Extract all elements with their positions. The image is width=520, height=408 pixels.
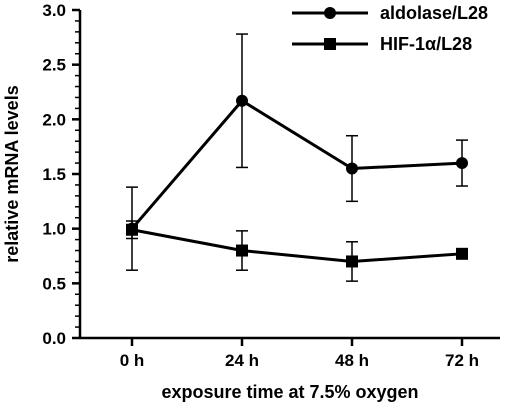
series-layer: [126, 33, 468, 282]
y-tick-label: 1.5: [42, 165, 66, 184]
x-tick-label: 48 h: [335, 351, 369, 370]
data-point-square: [236, 244, 248, 257]
x-tick-label: 0 h: [120, 351, 145, 370]
data-point-circle: [456, 157, 468, 170]
y-axis-label: relative mRNA levels: [2, 85, 22, 262]
y-tick-label: 0.0: [42, 329, 66, 348]
legend-item: aldolase/L28: [292, 3, 488, 23]
legend: aldolase/L28 HIF-1α/L28: [292, 3, 488, 54]
legend-marker-circle: [324, 7, 336, 19]
legend-item: HIF-1α/L28: [292, 34, 472, 54]
series-hif: [126, 220, 468, 282]
plot-area: [78, 10, 500, 340]
series-aldolase: [126, 33, 468, 271]
data-point-circle: [236, 94, 248, 107]
y-axis-ticks: 0.0 0.5 1.0 1.5 2.0 2.5 3.0: [42, 1, 80, 348]
data-point-circle: [346, 162, 358, 175]
data-point-square: [456, 247, 468, 260]
legend-marker-square: [324, 38, 336, 50]
data-point-square: [346, 255, 358, 268]
y-tick-label: 3.0: [42, 1, 66, 20]
data-point-square: [126, 223, 138, 236]
x-axis-ticks: 0 h 24 h 48 h 72 h: [120, 338, 479, 370]
y-tick-label: 0.5: [42, 274, 66, 293]
y-tick-label: 1.0: [42, 220, 66, 239]
x-tick-label: 72 h: [445, 351, 479, 370]
legend-label: aldolase/L28: [380, 3, 488, 23]
x-axis-label: exposure time at 7.5% oxygen: [161, 382, 418, 402]
legend-label: HIF-1α/L28: [380, 34, 472, 54]
series-line: [131, 228, 463, 263]
y-tick-label: 2.0: [42, 110, 66, 129]
series-line: [130, 98, 463, 230]
y-tick-label: 2.5: [42, 56, 66, 75]
x-tick-label: 24 h: [225, 351, 259, 370]
